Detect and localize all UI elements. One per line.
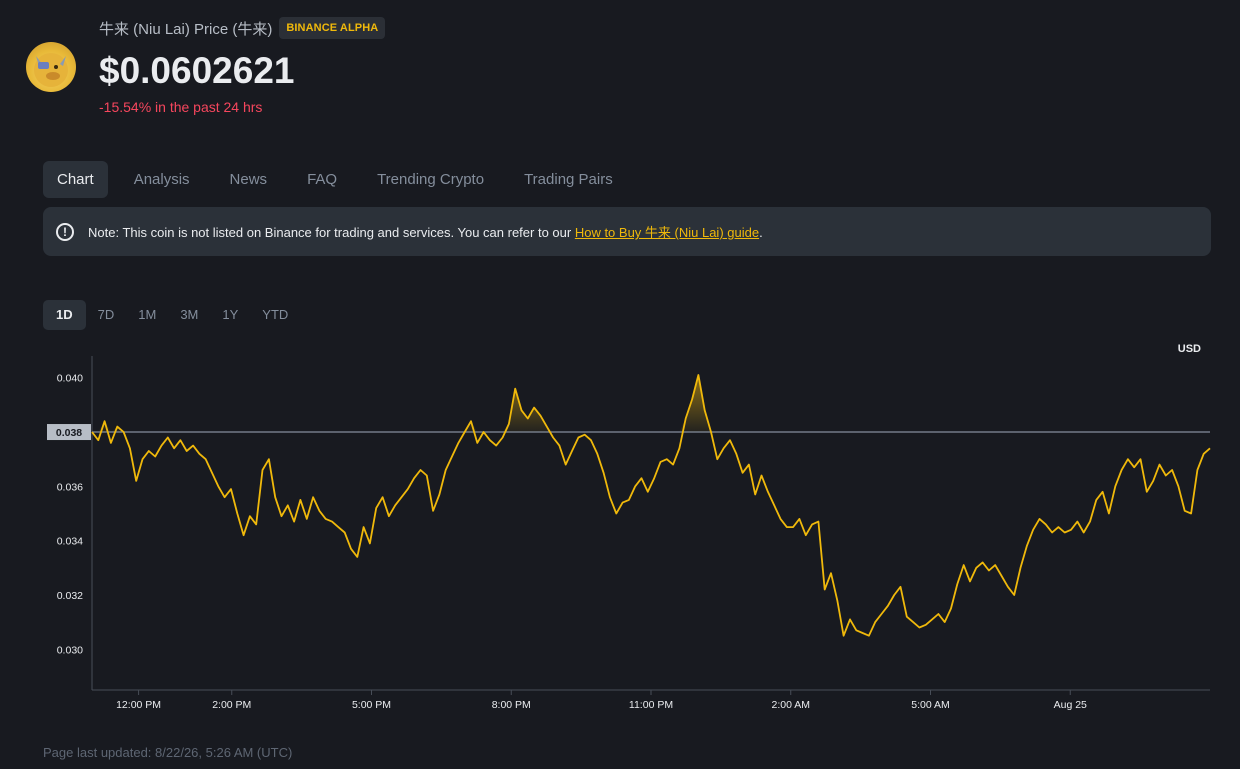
range-1y[interactable]: 1Y bbox=[222, 307, 239, 322]
price-line bbox=[91, 374, 1211, 637]
binance-alpha-badge[interactable]: BINANCE ALPHA bbox=[279, 17, 386, 39]
price-change-24h: -15.54% in the past 24 hrs bbox=[99, 99, 263, 115]
tab-faq[interactable]: FAQ bbox=[307, 171, 338, 188]
coin-title: 牛来 (Niu Lai) Price (牛来) bbox=[99, 20, 273, 38]
range-ytd[interactable]: YTD bbox=[262, 307, 289, 322]
range-7d[interactable]: 7D bbox=[97, 307, 115, 322]
info-icon: ! bbox=[56, 222, 74, 241]
range-1m[interactable]: 1M bbox=[138, 307, 157, 322]
last-updated: Page last updated: 8/22/26, 5:26 AM (UTC… bbox=[43, 745, 293, 760]
tab-chart[interactable]: Chart bbox=[43, 161, 108, 198]
note-text: Note: This coin is not listed on Binance… bbox=[88, 222, 763, 241]
currency-label: USD bbox=[1178, 343, 1201, 355]
tab-news[interactable]: News bbox=[229, 171, 268, 188]
reference-label: 0.038 bbox=[56, 427, 82, 439]
range-3m[interactable]: 3M bbox=[180, 307, 199, 322]
x-tick-label: 5:00 PM bbox=[352, 699, 391, 711]
price-chart[interactable]: USD 0.030 0.032 0.034 0.036 0.040 0.038 12:00 P… bbox=[0, 330, 1240, 720]
x-tick-label: 5:00 AM bbox=[911, 699, 950, 711]
y-tick-label: 0.030 bbox=[57, 644, 83, 656]
note-suffix: . bbox=[759, 225, 763, 240]
x-tick-label: 2:00 PM bbox=[212, 699, 251, 711]
listing-note-banner: ! Note: This coin is not listed on Binan… bbox=[43, 207, 1211, 256]
tab-analysis[interactable]: Analysis bbox=[133, 171, 190, 188]
y-tick-label: 0.034 bbox=[57, 536, 83, 548]
x-tick-label: 8:00 PM bbox=[492, 699, 531, 711]
coin-avatar bbox=[26, 42, 76, 92]
how-to-buy-link[interactable]: How to Buy 牛来 (Niu Lai) guide bbox=[574, 225, 760, 240]
x-tick-label: 2:00 AM bbox=[771, 699, 810, 711]
tab-trending-crypto[interactable]: Trending Crypto bbox=[377, 171, 485, 188]
tab-trading-pairs[interactable]: Trading Pairs bbox=[524, 171, 613, 188]
time-range-selector: 1D 7D 1M 3M 1Y YTD bbox=[43, 300, 300, 330]
note-prefix: Note: This coin is not listed on Binance… bbox=[88, 225, 575, 240]
y-tick-label: 0.032 bbox=[57, 590, 83, 602]
bull-mascot-icon bbox=[34, 53, 68, 87]
y-tick-label: 0.040 bbox=[57, 373, 83, 385]
section-tabs: Chart Analysis News FAQ Trending Crypto … bbox=[43, 161, 633, 198]
x-tick-label: Aug 25 bbox=[1054, 699, 1087, 711]
x-tick-label: 12:00 PM bbox=[116, 699, 161, 711]
reference-label-box bbox=[47, 424, 91, 441]
above-reference-fill bbox=[98, 375, 712, 433]
header-title-row: 牛来 (Niu Lai) Price (牛来) BINANCE ALPHA bbox=[99, 17, 386, 39]
range-1d[interactable]: 1D bbox=[43, 300, 86, 330]
current-price: $0.0602621 bbox=[99, 50, 295, 91]
x-tick-label: 11:00 PM bbox=[629, 699, 673, 711]
y-tick-label: 0.036 bbox=[57, 481, 83, 493]
